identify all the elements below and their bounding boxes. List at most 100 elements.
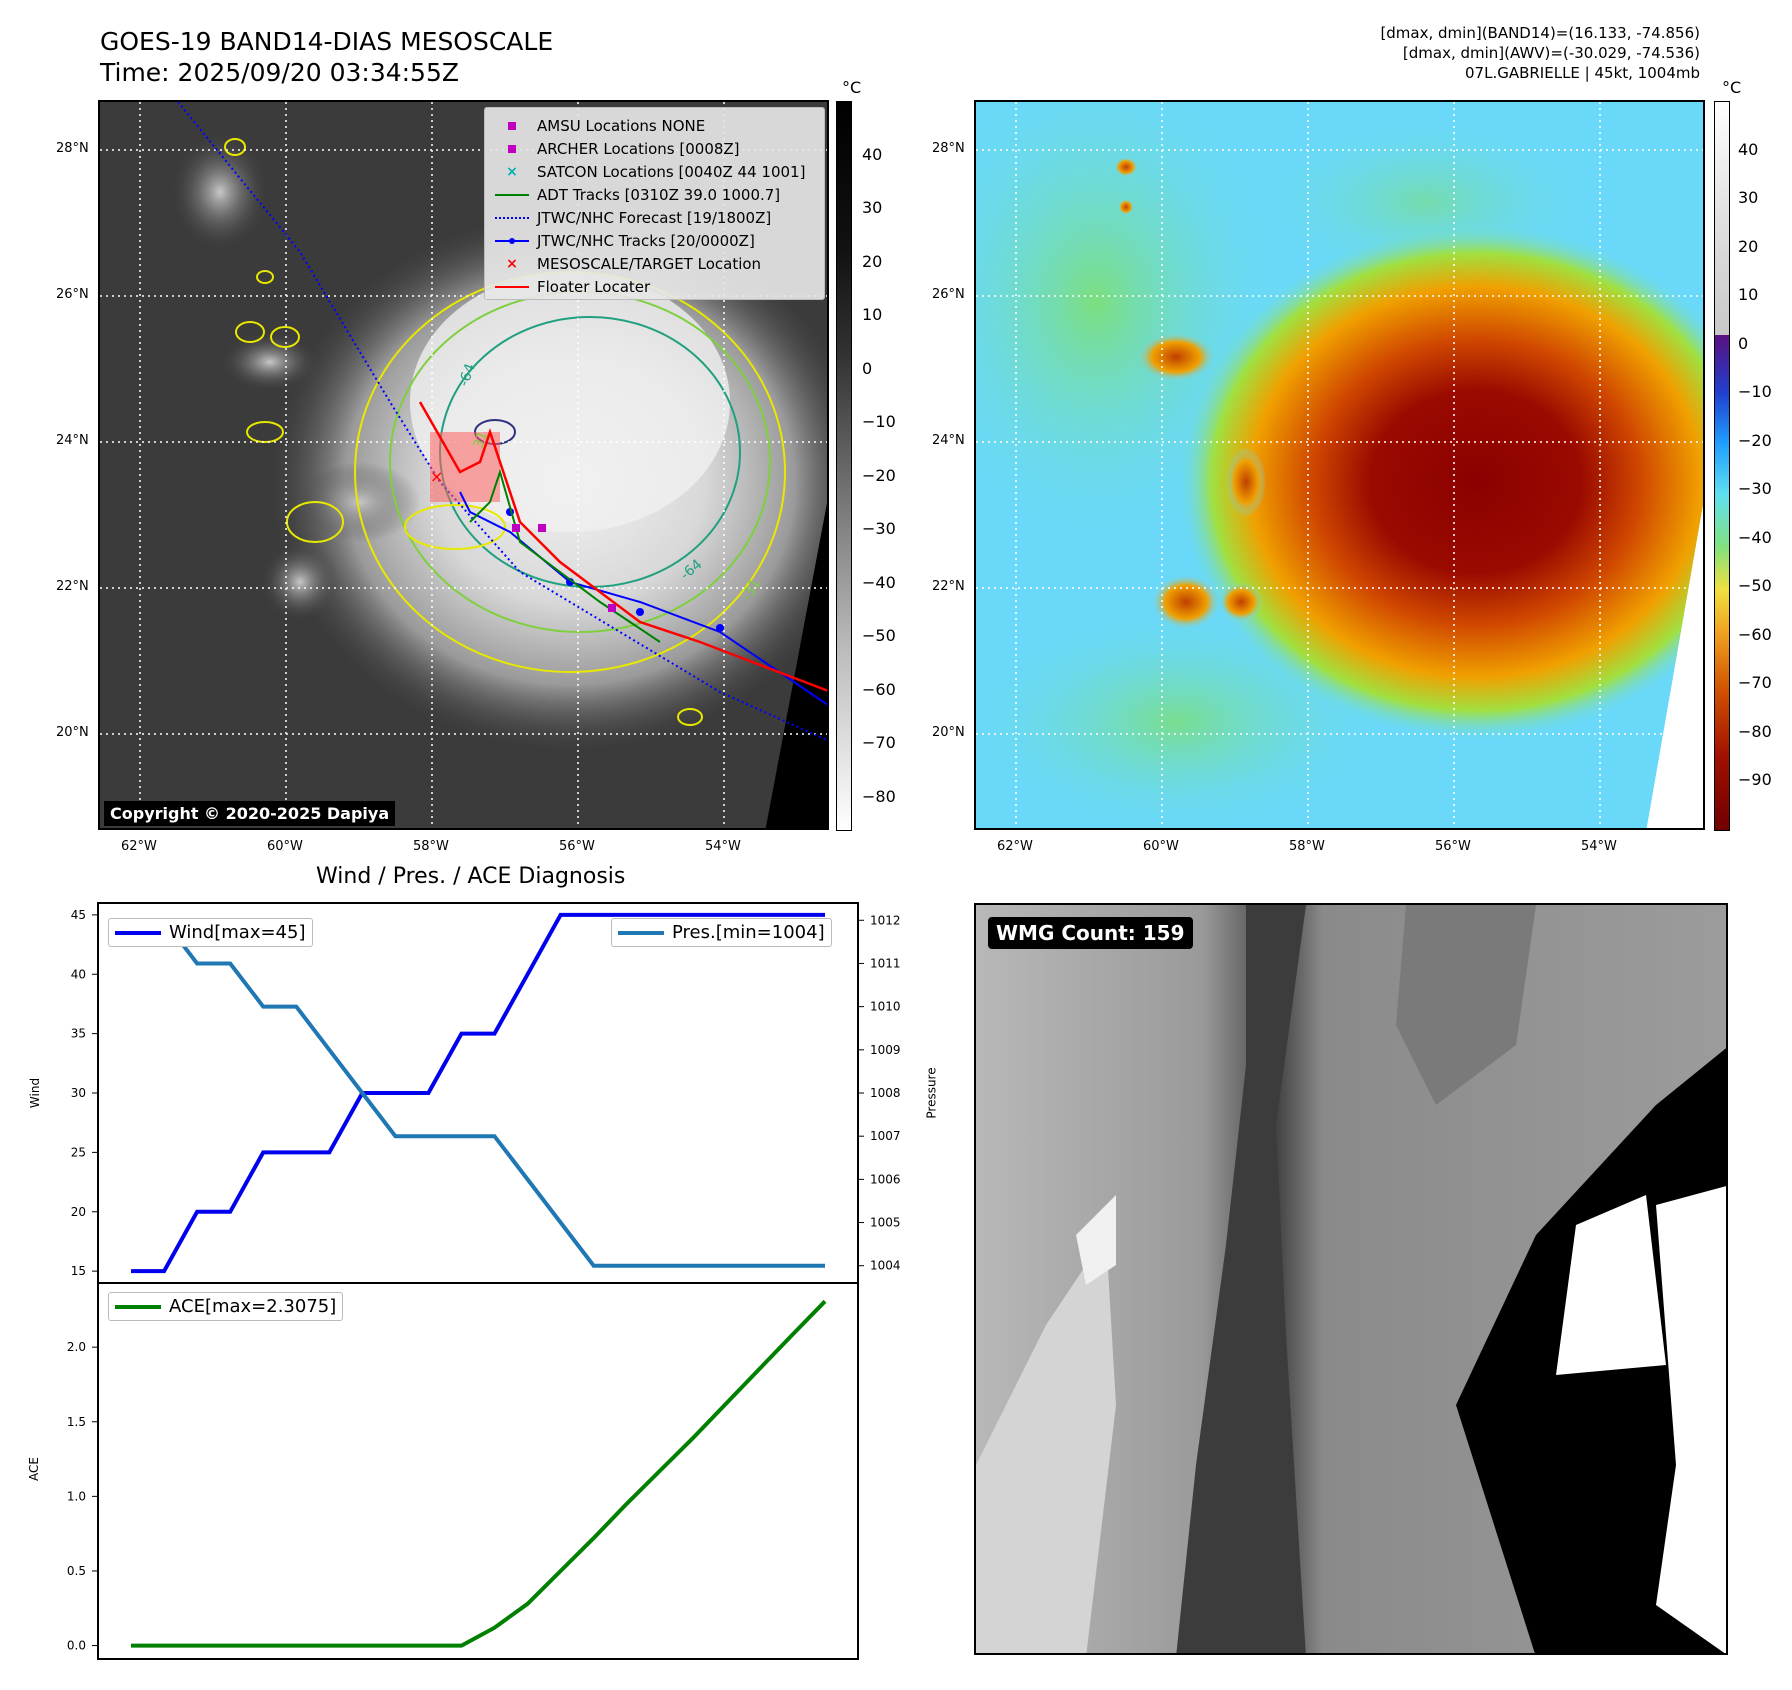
y2-tick-label: 1010 <box>870 1000 901 1014</box>
y-tick-label: 0.5 <box>67 1564 86 1578</box>
lat-label-22: 22°N <box>56 579 89 594</box>
y-tick-label: 20 <box>71 1205 86 1219</box>
figure-title-line2: Time: 2025/09/20 03:34:55Z <box>100 58 459 87</box>
svg-text:×: × <box>430 467 443 486</box>
y-tick-label: 40 <box>71 967 86 981</box>
lon-label-58: 58°W <box>413 839 449 854</box>
square-marker-icon <box>495 119 529 133</box>
lat-label-24-b: 24°N <box>932 433 965 448</box>
lat-label-26-b: 26°N <box>932 287 965 302</box>
lat-label-24: 24°N <box>56 433 89 448</box>
y-tick-label: 30 <box>71 1086 86 1100</box>
colorbar-tick-label: −90 <box>1738 770 1772 790</box>
colorbar-tick-label: −10 <box>1738 382 1772 402</box>
colorbar-tick-label: 40 <box>1738 139 1759 159</box>
y-tick-label: 1.5 <box>67 1415 86 1429</box>
colorbar2 <box>1714 101 1730 831</box>
lon-label-60-b: 60°W <box>1143 839 1179 854</box>
colorbar-tick-label: −80 <box>1738 721 1772 741</box>
x-marker-icon: × <box>506 255 518 272</box>
lat-label-28-b: 28°N <box>932 141 965 156</box>
y-tick-label: 15 <box>71 1264 86 1278</box>
colorbar-tick-label: −60 <box>1738 624 1772 644</box>
colorbar-tick-label: 30 <box>862 198 883 218</box>
legend-item-forecast: JTWC/NHC Forecast [19/1800Z] <box>495 206 814 229</box>
legend-item-satcon: × SATCON Locations [0040Z 44 1001] <box>495 160 814 183</box>
colorbar-tick-label: 20 <box>1738 236 1759 256</box>
series-line-pressure <box>131 918 825 1268</box>
lat-label-20-b: 20°N <box>932 725 965 740</box>
copyright-badge: Copyright © 2020-2025 Dapiya <box>104 801 396 826</box>
legend-item-amsu: AMSU Locations NONE <box>495 114 814 137</box>
legend-item-floater: Floater Locater <box>495 275 814 298</box>
colorbar-tick-label: −40 <box>1738 527 1772 547</box>
lat-label-22-b: 22°N <box>932 579 965 594</box>
band14-map-imagery: × <box>100 102 827 828</box>
legend-item-target: × MESOSCALE/TARGET Location <box>495 252 814 275</box>
wind-axis-label: Wind <box>28 1077 43 1109</box>
awv-map-panel <box>974 100 1705 830</box>
colorbar-tick-label: 0 <box>862 358 873 378</box>
ace-legend: ACE[max=2.3075] <box>108 1292 344 1321</box>
y-tick-label: 2.0 <box>67 1340 86 1354</box>
wind-legend: Wind[max=45] <box>108 918 313 947</box>
pressure-legend: Pres.[min=1004] <box>611 918 832 947</box>
map-legend: AMSU Locations NONE ARCHER Locations [00… <box>484 107 825 300</box>
y2-tick-label: 1006 <box>870 1172 901 1186</box>
solid-line-icon <box>495 188 529 202</box>
square-marker-icon <box>495 142 529 156</box>
ace-chart: 0.0 0.5 1.0 1.5 2.0 <box>67 1282 859 1660</box>
y2-tick-label: 1009 <box>870 1043 901 1057</box>
lon-label-54: 54°W <box>705 839 741 854</box>
colorbar-tick-label: −30 <box>862 519 896 539</box>
lon-label-60: 60°W <box>267 839 303 854</box>
colorbar1-unit: °C <box>842 78 862 97</box>
legend-item-adt: ADT Tracks [0310Z 39.0 1000.7] <box>495 183 814 206</box>
series-line-ace <box>131 1299 827 1648</box>
colorbar2-unit: °C <box>1722 78 1742 97</box>
y2-tick-label: 1004 <box>870 1259 901 1273</box>
lon-label-56: 56°W <box>559 839 595 854</box>
colorbar-tick-label: −10 <box>862 412 896 432</box>
y-tick-label: 35 <box>71 1027 86 1041</box>
series-line-wind <box>131 912 825 1274</box>
y-tick-label: 45 <box>71 908 86 922</box>
info-line2: [dmax, dmin](AWV)=(-30.029, -74.536) <box>1402 44 1700 62</box>
colorbar-tick-label: 10 <box>1738 285 1759 305</box>
figure-title-line1: GOES-19 BAND14-DIAS MESOSCALE <box>100 27 554 56</box>
colorbar1 <box>836 101 852 831</box>
colorbar-tick-label: 10 <box>862 305 883 325</box>
colorbar-tick-label: −60 <box>862 679 896 699</box>
colorbar-tick-label: −20 <box>862 465 896 485</box>
lon-label-58-b: 58°W <box>1289 839 1325 854</box>
colorbar-tick-label: −40 <box>862 572 896 592</box>
lon-label-56-b: 56°W <box>1435 839 1471 854</box>
colorbar-tick-label: −80 <box>862 786 896 806</box>
y2-tick-label: 1008 <box>870 1086 901 1100</box>
ace-legend-line-icon <box>115 1304 161 1309</box>
colorbar-tick-label: 30 <box>1738 188 1759 208</box>
colorbar-tick-label: −70 <box>862 733 896 753</box>
wmg-imagery <box>976 905 1726 1653</box>
solid-line-icon <box>495 280 529 294</box>
info-line1: [dmax, dmin](BAND14)=(16.133, -74.856) <box>1380 24 1700 42</box>
colorbar-tick-label: 20 <box>862 251 883 271</box>
plot-frame <box>97 1282 859 1660</box>
info-line3: 07L.GABRIELLE | 45kt, 1004mb <box>1465 64 1700 82</box>
wmg-panel: WMG Count: 159 <box>974 903 1728 1655</box>
colorbar-tick-label: −50 <box>1738 576 1772 596</box>
x-marker-icon: × <box>506 163 518 180</box>
y2-tick-label: 1011 <box>870 956 901 970</box>
y2-tick-label: 1005 <box>870 1216 901 1230</box>
ace-axis-label: ACE <box>26 1457 41 1481</box>
lat-label-20: 20°N <box>56 725 89 740</box>
colorbar-tick-label: 0 <box>1738 333 1749 353</box>
lon-label-54-b: 54°W <box>1581 839 1617 854</box>
plot-frame <box>97 902 859 1284</box>
colorbar-tick-label: −30 <box>1738 479 1772 499</box>
wind-pressure-chart: 15 20 25 30 35 40 45 1004 1005 1006 1007 1008 1009 10… <box>71 902 901 1284</box>
lat-label-28: 28°N <box>56 141 89 156</box>
colorbar-tick-label: −20 <box>1738 430 1772 450</box>
lon-label-62: 62°W <box>121 839 157 854</box>
awv-map-imagery <box>976 102 1703 828</box>
